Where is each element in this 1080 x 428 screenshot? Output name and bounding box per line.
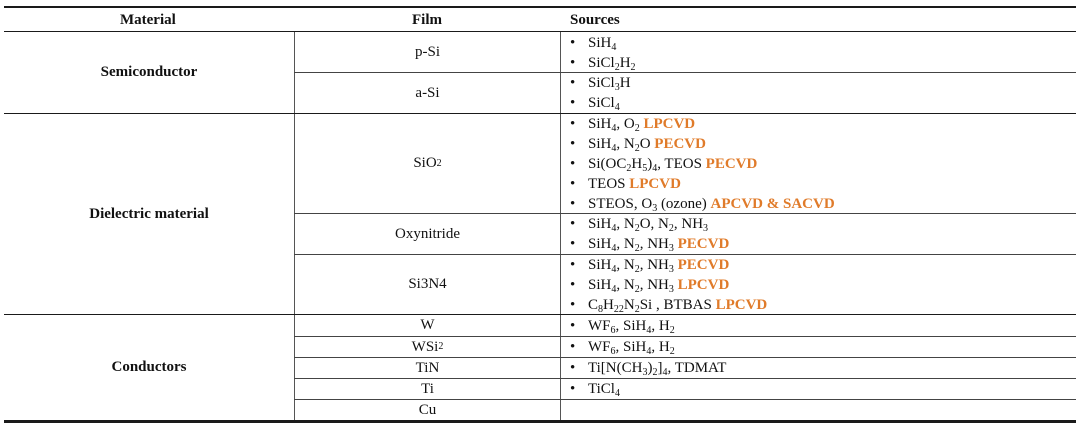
bullet-icon: • — [570, 176, 576, 192]
bullet-icon: • — [570, 297, 576, 313]
source-item: • WF6, SiH4, H2 — [570, 316, 675, 336]
source-text: SiH4, N2, NH3 LPCVD — [588, 277, 730, 295]
row-separator — [294, 213, 1076, 214]
bullet-icon: • — [570, 136, 576, 152]
source-item: • TEOS LPCVD — [570, 174, 835, 194]
material-semiconductor: Semiconductor — [100, 64, 198, 80]
bullet-icon: • — [570, 35, 576, 51]
bullet-icon: • — [570, 339, 576, 355]
table-header-rule — [4, 31, 1076, 32]
film-cell: a-Si — [415, 84, 440, 101]
film-cell: TiN — [415, 359, 440, 376]
bullet-icon: • — [570, 116, 576, 132]
group-separator — [4, 113, 1076, 114]
film-cell: Ti — [421, 380, 434, 397]
source-item: • SiH4, N2, NH3 LPCVD — [570, 275, 767, 295]
source-text: SiCl3H — [588, 75, 631, 93]
bullet-icon: • — [570, 318, 576, 334]
row-separator — [294, 399, 1076, 400]
source-text: SiCl2H2 — [588, 55, 636, 73]
film-cell: WSi 2 — [411, 338, 444, 355]
source-text: SiCl4 — [588, 95, 620, 113]
sources-list: • Ti[N(CH3)2]4, TDMAT — [570, 358, 726, 378]
source-item: • SiH4, O2 LPCVD — [570, 114, 835, 134]
header-material: Material — [120, 12, 176, 28]
group-separator — [4, 314, 1076, 315]
sources-list: • SiCl3H • SiCl4 — [570, 73, 631, 113]
source-text: WF6, SiH4, H2 — [588, 339, 675, 357]
sources-list: • WF6, SiH4, H2 — [570, 337, 675, 357]
bullet-icon: • — [570, 381, 576, 397]
source-text: SiH4, N2, NH3 PECVD — [588, 236, 730, 254]
film-column-right-border — [560, 32, 561, 420]
source-item: • WF6, SiH4, H2 — [570, 337, 675, 357]
source-text: SiH4 — [588, 35, 617, 53]
source-item: • SiCl3H — [570, 73, 631, 93]
source-item: • Si(OC2H5)4, TEOS PECVD — [570, 154, 835, 174]
source-text: STEOS, O3 (ozone) APCVD & SACVD — [588, 196, 835, 214]
film-cell: W — [420, 317, 435, 333]
source-text: SiH4, N2O, N2, NH3 — [588, 216, 709, 234]
source-item: • SiCl4 — [570, 93, 631, 113]
bullet-icon: • — [570, 55, 576, 71]
row-separator — [294, 254, 1076, 255]
source-text: Si(OC2H5)4, TEOS PECVD — [588, 156, 758, 174]
sources-list: • TiCl4 — [570, 379, 620, 399]
source-item: • Ti[N(CH3)2]4, TDMAT — [570, 358, 726, 378]
source-text: TiCl4 — [588, 381, 620, 399]
source-item: • SiH4, N2, NH3 PECVD — [570, 234, 729, 254]
source-item: • SiH4, N2O, N2, NH3 — [570, 214, 729, 234]
header-film: Film — [412, 12, 442, 28]
table-top-rule — [4, 6, 1076, 8]
bullet-icon: • — [570, 156, 576, 172]
bullet-icon: • — [570, 360, 576, 376]
row-separator — [294, 72, 1076, 73]
source-text: SiH4, N2O PECVD — [588, 136, 706, 154]
source-text: WF6, SiH4, H2 — [588, 318, 675, 336]
bullet-icon: • — [570, 196, 576, 212]
film-cell: p-Si — [414, 43, 440, 60]
bullet-icon: • — [570, 236, 576, 252]
bullet-icon: • — [570, 75, 576, 91]
bullet-icon: • — [570, 277, 576, 293]
bullet-icon: • — [570, 216, 576, 232]
sources-list: • WF6, SiH4, H2 — [570, 316, 675, 336]
sources-list: • SiH4 • SiCl2H2 — [570, 33, 636, 73]
source-item: • STEOS, O3 (ozone) APCVD & SACVD — [570, 194, 835, 214]
header-sources: Sources — [570, 12, 620, 28]
row-separator — [294, 378, 1076, 379]
materials-table: Material Film Sources Semiconductor Diel… — [4, 6, 1076, 424]
source-text: C8H22N2Si , BTBAS LPCVD — [588, 297, 768, 315]
source-item: • SiH4 — [570, 33, 636, 53]
source-text: SiH4, N2, NH3 PECVD — [588, 257, 730, 275]
row-separator — [294, 336, 1076, 337]
sources-list: • SiH4, O2 LPCVD • SiH4, N2O PECVD • Si(OC2H5… — [570, 114, 835, 214]
sources-list: • SiH4, N2, NH3 PECVD • SiH4, N2, NH3 LPCVD… — [570, 255, 767, 315]
source-text: TEOS LPCVD — [588, 176, 681, 192]
film-cell: SiO 2 — [413, 155, 442, 171]
film-column-left-border — [294, 32, 295, 420]
material-conductors: Conductors — [111, 359, 187, 375]
table-bottom-rule — [4, 420, 1076, 423]
material-dielectric: Dielectric material — [89, 205, 209, 222]
sources-list: • SiH4, N2O, N2, NH3 • SiH4, N2, NH3 PECVD — [570, 214, 729, 254]
film-cell: Si3N4 — [408, 276, 447, 292]
bullet-icon: • — [570, 257, 576, 273]
source-item: • SiH4, N2O PECVD — [570, 134, 835, 154]
bullet-icon: • — [570, 95, 576, 111]
film-cell: Cu — [418, 401, 437, 418]
row-separator — [294, 357, 1076, 358]
source-item: • TiCl4 — [570, 379, 620, 399]
film-cell: Oxynitride — [395, 225, 460, 242]
source-text: SiH4, O2 LPCVD — [588, 116, 696, 134]
source-item: • SiH4, N2, NH3 PECVD — [570, 255, 767, 275]
source-item: • SiCl2H2 — [570, 53, 636, 73]
source-item: • C8H22N2Si , BTBAS LPCVD — [570, 295, 767, 315]
source-text: Ti[N(CH3)2]4, TDMAT — [588, 360, 727, 378]
